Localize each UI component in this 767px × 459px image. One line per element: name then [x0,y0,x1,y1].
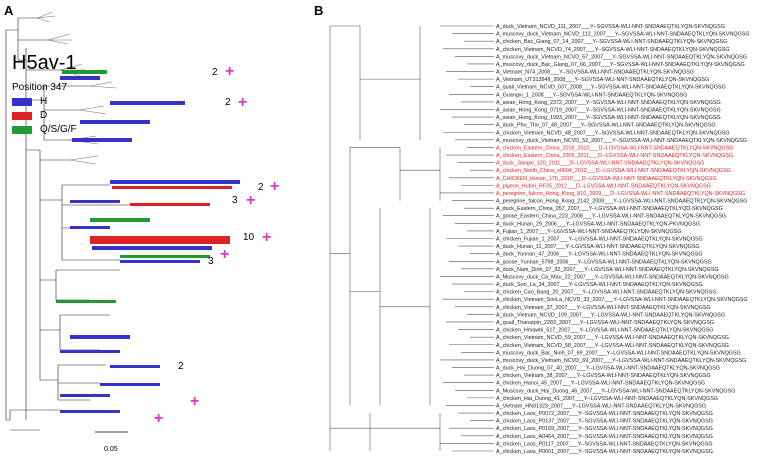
internal-branch [350,208,381,406]
annotation-count-6: 3 [208,256,214,267]
leaf-label: A_quail_Thanatpin_2283_2007___Y--LGVSSA-… [496,320,714,326]
leaf-label: A_chicken_Vietnam_NCVD_74_2007___Y--SGVS… [496,47,730,53]
leaf-label: A_duck_Nam_Dinh_07_32_2007___Y--LGVSSA-W… [496,267,719,273]
leaf-label: A_avian_Hong_Kong_1993_2007___Y--SGVSSA-… [496,115,721,121]
plus-icon: + [270,178,280,195]
leaf-label: A_duck_Yunnan_47_2006___Y--LGVSSA-WLI-NN… [496,252,702,258]
plus-icon: + [225,63,235,80]
leaf-label: A_muscovy_duck_Bac_Ninh_07_69_2007___Y--… [496,350,741,356]
leaf-label: A_chicken_Vietnam_37_2007___Y--LGVSSA-WL… [496,305,711,311]
phylogenetic-tree-a [5,11,240,433]
leaf-label: A_chicken_Vietnam_SonLa_NCVD_33_2007___Y… [496,297,748,303]
annotation-count-3: 2 [258,182,264,193]
legend-label-h: H [40,96,48,107]
annotation-count-1: 2 [212,67,218,78]
leaf-label: A_avian_Hong_Kong_2372_2007___Y--SGVSSA-… [496,100,721,106]
internal-branch [370,413,441,451]
leaf-label: A_chicken_Vietnam_NCVD_58_2007___Y--LGVS… [496,343,729,349]
leaf-label: A_chicken_Bac_Giang_07_14_2007___Y--SGVS… [496,39,727,45]
leaf-label: A_muscovy_duck_Vietnam_NCVD_69_2007___Y-… [496,358,746,364]
leaf-label: A_duck_Hunan_29_2006___Y--LGVSSA-WLI-NNT… [496,221,700,227]
leaf-label: A_chicken_Vietnam_NCVD_48_2007___Y--SGVS… [496,130,730,136]
leaf-label: A_chicken_Laos_P0072_2007___Y--SGVSSA-WL… [496,411,713,417]
internal-branch [350,147,401,201]
leaf-label: A_peregrine_falcon_Hong_Kong_2142_2008__… [496,199,747,205]
legend-item-qsgf: Q/S/G/F [12,124,77,135]
plus-icon: + [190,393,200,410]
leaf-label: A_avian_Hong_Kong_0719_2007___Y--SGVSSA-… [496,107,721,113]
leaf-label: A_chicken_Hai_Duong_41_2007___Y--LGVSSA-… [496,396,718,402]
leaf-label: A_Muscovy_duck_Ca_Mau_22_2007___Y--LGVSS… [496,274,729,280]
annotation-count-4: 3 [232,195,238,206]
leaf-label: A_muscovy_duck_Vietnam_NCVD_112_2007___Y… [496,32,750,38]
leaf-label: A_Fujian_1_2007___Y--LGVSSA-WLI-NNT-SNDA… [496,229,681,235]
legend-swatch-d [12,111,32,120]
leaf-label: A_quail_Vietnam_NCVD_037_2008___Y--SGVSS… [496,85,726,91]
leaf-label: A_muscovy_duck_Vietnam_NCVD_67_2007___Y-… [496,54,747,60]
leaf-label: A_chicken_Laos_P0117_2007___Y--SGVSSA-WL… [496,441,713,447]
panel-a-label: A [4,3,14,18]
annotation-count-2: 2 [225,97,231,108]
leaf-label: A_chicken_Hmawbi_517_2007___Y--LGVSSA-WL… [496,328,714,334]
leaf-label: A_Vietnam_HN31323_2007___Y--LGVSSA-WLI-N… [496,403,706,409]
legend-swatch-qsgf [12,125,32,134]
legend-swatch-h [12,97,32,106]
leaf-label: A_muscovy_duck_Bac_Giang_07_66_2007___Y-… [496,62,745,68]
plus-icon: + [154,410,164,427]
legend-label-qsgf: Q/S/G/F [40,124,77,135]
leaf-label: A_chicken_Vietnam_NCVD_59_2007___Y--LGVS… [496,335,729,341]
leaf-label: A_duck_Eastern_China_057_2007___Y--LGVSS… [496,206,723,212]
leaf-label: A_duck_Vietnam_NCVD_109_2007___Y--LGVSSA… [496,312,725,318]
plus-icon: + [262,229,272,246]
plus-icon: + [220,246,230,263]
internal-branch [360,26,421,140]
leaf-label: A_chicken_Vietnam_38_2007___Y--LGVSSA-WL… [496,373,711,379]
leaf-label: A_chicken_Laos_P0001_2007___Y--SGVSSA-WL… [496,449,713,455]
leaf-label: A_duck_Hunan_11_2007___Y--LGVSSA-WLI-NNT… [496,244,700,250]
leaf-label: A_duck_Son_La_34_2007___Y--LGVSSA-WLI-NN… [496,282,703,288]
scale-bar-label: 0.05 [104,446,118,453]
internal-branch [330,413,371,451]
internal-branch [400,147,441,201]
leaf-label: A_chicken_Laos_P0137_2007___Y--SGVSSA-WL… [496,419,713,425]
leaf-label: A_duck_Phu_Tho_07_48_2007___Y--SGVSSA-WL… [496,123,716,129]
leaf-label: A_peregrine_falcon_Hong_Kong_810_2009___… [496,191,745,197]
plus-icon: + [246,192,256,209]
leaf-label: A_goose_Yunnan_5798_2006___Y--LGVSSA-WLI… [496,259,712,265]
legend-item-d: D [12,110,47,121]
leaf-label: A_muscovy_duck_Vietnam_NCVD_52_2007___Y-… [496,138,747,144]
leaf-label: A_Vietnam_N74_2008___Y--SGVSSA-WLI-NNT-S… [496,70,694,76]
internal-branch [330,25,361,140]
legend-heading: Position 347 [12,82,68,93]
leaf-label: A_pigeon_Hubei_RF25_2012___D--LGVSSA-WLI… [496,183,711,189]
leaf-label: A_Muscovy_duck_Hai_Duong_46_2007___Y--LG… [496,388,735,394]
internal-branch [330,147,351,406]
legend-label-d: D [40,110,48,121]
leaf-label: A_goose_Eastern_China_223_2008___Y--LGVS… [496,214,726,220]
leaf-label: A_chicken_Laos_P0169_2007___Y--SGVSSA-WL… [496,426,713,432]
leaf-label: A_duck_Vietnam_NCVD_111_2007___Y--SGVSSA… [496,24,725,30]
leaf-label: A_chicken_Eastern_China_2006_2011___D--L… [496,153,733,159]
leaf-label: A_Guangxi_1_2008___Y--SGVSSA-WLI-NNT-SND… [496,92,687,98]
annotation-count-7: 2 [178,361,184,372]
leaf-label: A_chicken_Fujian_1_2007___Y--LGVSSA-WLI-… [496,237,703,243]
leaf-label: A_duck_Hai_Duong_07_40_2007___Y--LGVSSA-… [496,366,720,372]
panel-a-title: H5av-1 [12,52,77,74]
legend-item-h: H [12,96,47,107]
leaf-label: A_CHICKEN_Hunan_176_2010___D--LGVSSA-WLI… [496,176,717,182]
leaf-label: A_chicken_Laos_A0464_2007___Y--SGVSSA-WL… [496,434,713,440]
leaf-label: A_chicken_North_China_x0604_2012___D--LG… [496,168,731,174]
plus-icon: + [238,94,248,111]
internal-branch [380,208,431,406]
leaf-label: A_chicken_Cao_Bang_20_2007___Y--LGVSSA-W… [496,290,717,296]
leaf-label: A_Vietnam_UT31394II_2008___Y--SGVSSA-WLI… [496,77,709,83]
annotation-count-5: 10 [243,232,255,243]
panel-b-label: B [314,3,324,18]
leaf-label: A_duck_Jiangxi_120_2011___D--LGVSSA-WLI-… [496,161,704,167]
leaf-label: A_chicken_Eastern_China_2016_2010___D--L… [496,145,734,151]
leaf-label: A_chicken_Hanoi_45_2007___Y--LGVSSA-WLI-… [496,381,705,387]
